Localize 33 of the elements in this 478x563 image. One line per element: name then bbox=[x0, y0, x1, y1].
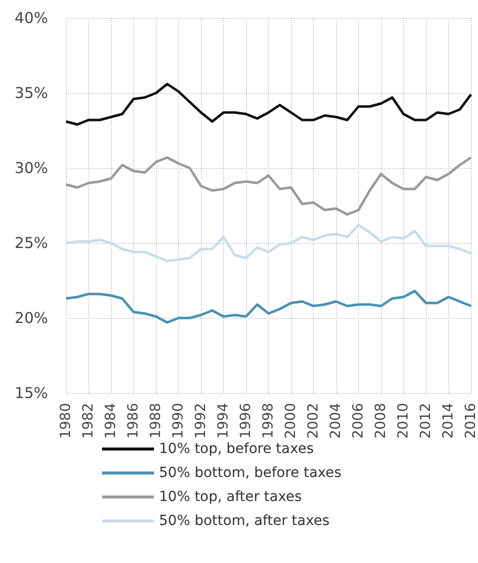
legend-label: 10% top, before taxes bbox=[159, 441, 314, 457]
x-tick-label: 1988 bbox=[148, 403, 164, 439]
x-tick-label: 2014 bbox=[440, 402, 456, 439]
y-tick-label: 15% bbox=[14, 384, 48, 402]
y-tick-label: 35% bbox=[14, 84, 48, 102]
x-tick-label: 2008 bbox=[373, 403, 389, 439]
x-tick-label: 1982 bbox=[80, 403, 96, 439]
legend-label: 10% top, after taxes bbox=[159, 489, 302, 505]
y-tick-label: 30% bbox=[14, 159, 48, 177]
line-series bbox=[64, 224, 472, 262]
legend-label: 50% bottom, before taxes bbox=[159, 465, 342, 481]
x-tick-label: 2006 bbox=[350, 402, 366, 439]
line-series bbox=[64, 82, 472, 126]
legend-label: 50% bottom, after taxes bbox=[159, 513, 330, 529]
x-tick-label: 2016 bbox=[463, 402, 478, 439]
x-tick-label: 1984 bbox=[103, 402, 119, 439]
line-series bbox=[64, 156, 472, 216]
x-tick-label: 1996 bbox=[238, 402, 254, 439]
y-tick-label: 20% bbox=[14, 309, 48, 327]
x-tick-label: 2004 bbox=[328, 402, 344, 439]
x-tick-label: 2012 bbox=[418, 403, 434, 439]
y-tick-label: 40% bbox=[14, 9, 48, 27]
x-tick-label: 1990 bbox=[170, 403, 186, 439]
x-tick-label: 1994 bbox=[216, 402, 232, 439]
line-series bbox=[64, 290, 472, 324]
x-tick-label: 2010 bbox=[396, 403, 412, 439]
x-tick-label: 1986 bbox=[126, 402, 142, 439]
x-tick-label: 1998 bbox=[260, 403, 276, 439]
y-tick-label: 25% bbox=[14, 234, 48, 252]
x-tick-label: 2000 bbox=[283, 403, 299, 439]
x-tick-label: 2002 bbox=[306, 403, 322, 439]
x-tick-label: 1980 bbox=[58, 403, 74, 439]
x-tick-label: 1992 bbox=[193, 403, 209, 439]
